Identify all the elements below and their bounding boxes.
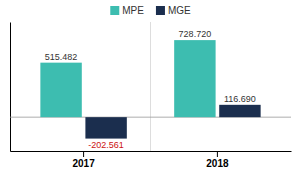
plot: 515.482 728.720 -202.561 116.690 2017 2018 <box>10 22 292 169</box>
x-tick: 2017 <box>72 151 95 169</box>
bar <box>40 63 81 118</box>
x-tick-label: 2017 <box>72 158 95 169</box>
legend-item: MGE <box>156 5 191 16</box>
legend-swatch <box>156 6 165 15</box>
data-label: 116.690 <box>224 94 256 104</box>
x-tick-label: 2018 <box>206 158 229 169</box>
legend-swatch <box>110 6 119 15</box>
separator <box>150 22 151 151</box>
bar <box>85 117 126 138</box>
bar <box>174 40 215 117</box>
x-tick-mark <box>83 151 84 157</box>
data-label: 515.482 <box>45 52 78 62</box>
legend: MPE MGE <box>110 5 191 16</box>
x-axis: 2017 2018 <box>11 151 292 169</box>
data-label: -202.561 <box>88 140 124 150</box>
x-tick: 2018 <box>206 151 229 169</box>
x-tick-mark <box>217 151 218 157</box>
y-axis-line <box>10 23 11 152</box>
legend-item: MPE <box>110 5 144 16</box>
bars <box>40 40 260 138</box>
x-axis-line <box>11 151 292 152</box>
data-label: 728.720 <box>179 29 212 39</box>
chart: 515.482 728.720 -202.561 116.690 2017 2018 MPE… <box>0 0 301 171</box>
legend-label: MGE <box>168 5 191 16</box>
legend-label: MPE <box>122 5 144 16</box>
bar <box>219 105 260 117</box>
y-axis <box>10 23 11 152</box>
data-labels: 515.482 728.720 -202.561 116.690 <box>45 29 256 150</box>
